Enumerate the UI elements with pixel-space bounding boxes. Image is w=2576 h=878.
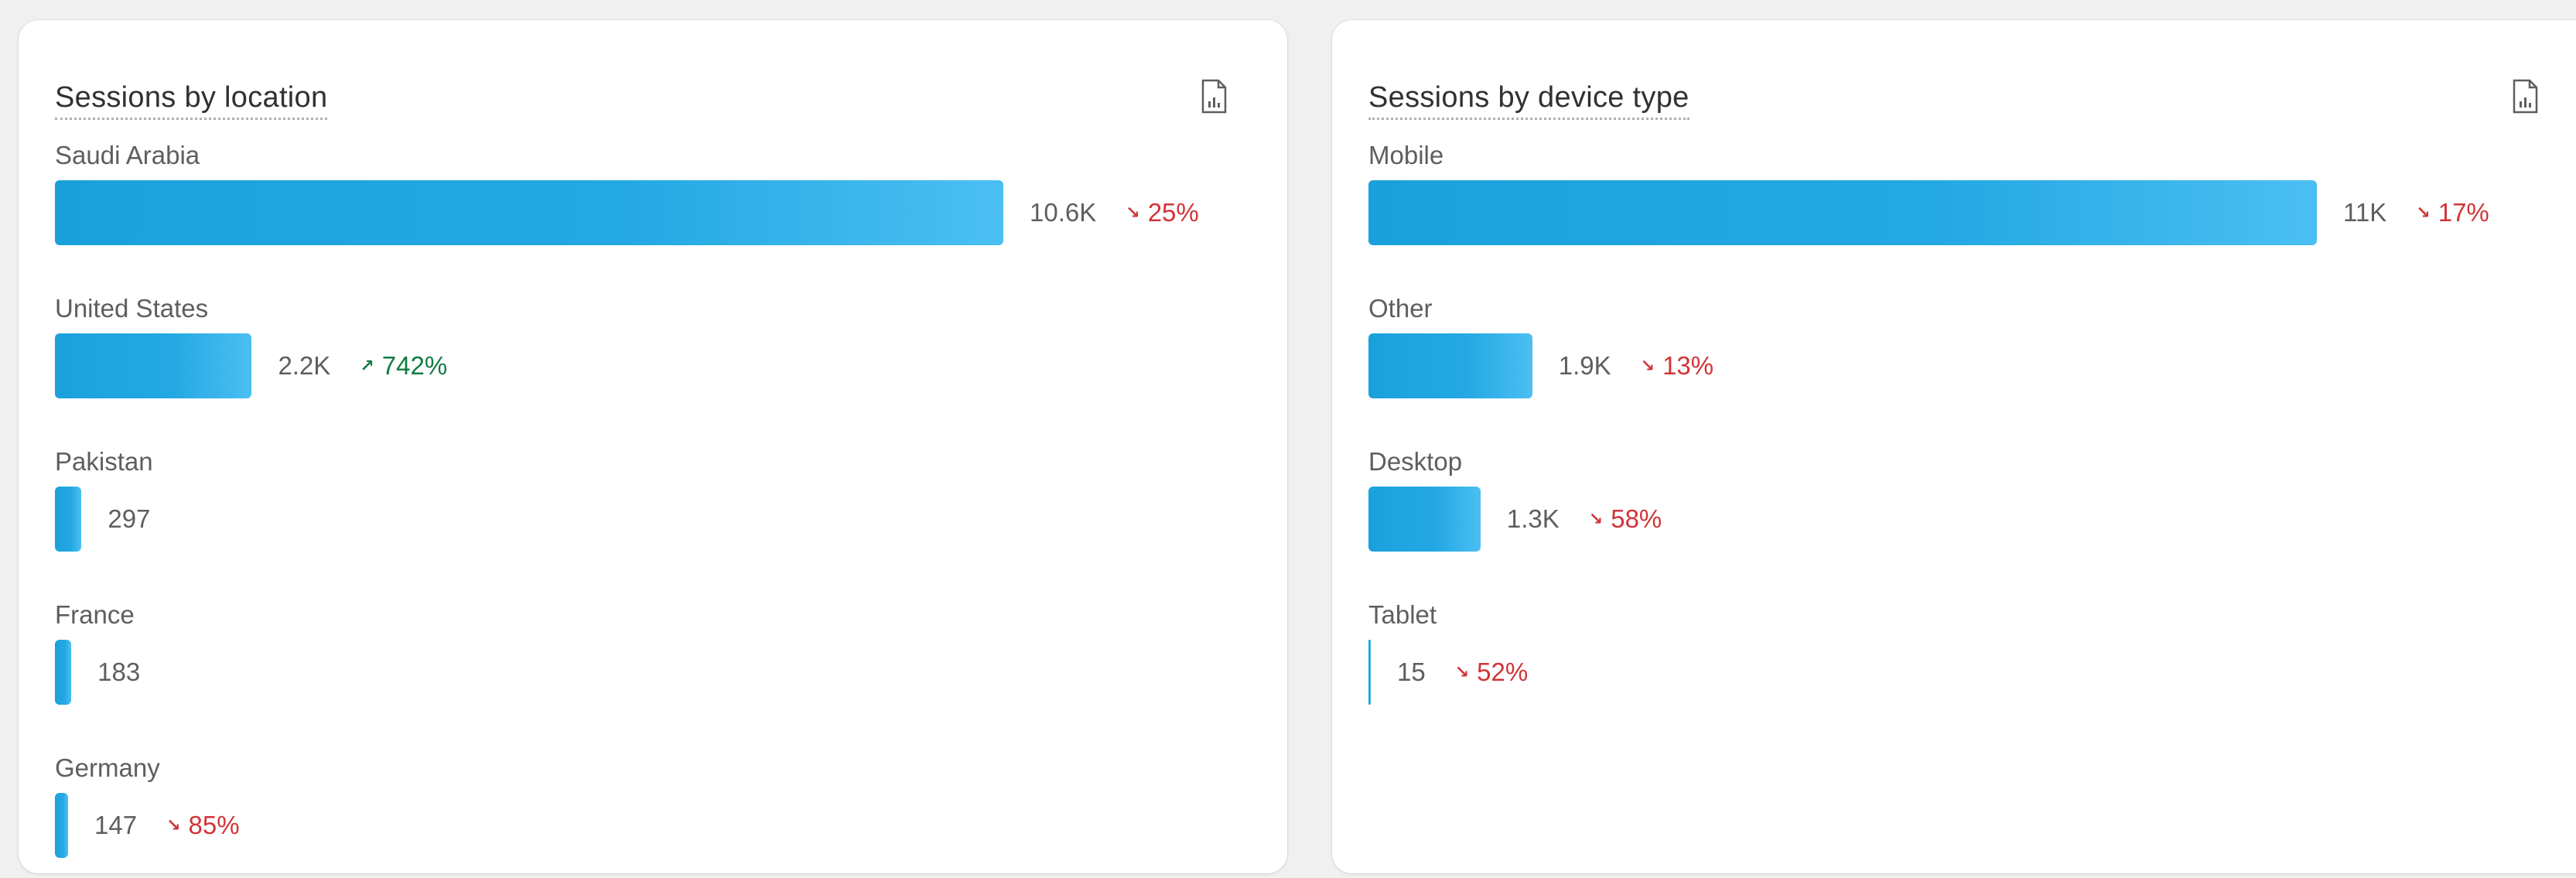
category-label: Tablet (1368, 600, 1437, 629)
bar-row[interactable]: Pakistan 297 (55, 446, 1287, 570)
change-value: 13% (1662, 351, 1714, 380)
bar[interactable] (55, 487, 82, 552)
bar-row[interactable]: Tablet 15 ↘ 52% (1368, 600, 2576, 723)
category-label: Mobile (1368, 141, 1444, 169)
value-label: 2.2K (278, 351, 331, 380)
category-label: Desktop (1368, 447, 1463, 476)
export-report-icon[interactable] (2511, 79, 2539, 114)
category-label: Germany (55, 753, 160, 782)
change-indicator: ↘ 13% (1641, 351, 1714, 381)
bar[interactable] (55, 333, 252, 398)
bar-row[interactable]: Saudi Arabia 10.6K ↘ 25% (55, 140, 1287, 264)
value-label: 15 (1397, 658, 1426, 686)
bar-meta: 1.3K ↘ 58% (1507, 487, 1662, 552)
change-indicator: ↗ 742% (360, 351, 447, 381)
bar-row[interactable]: Other 1.9K ↘ 13% (1368, 293, 2576, 417)
bar-row[interactable]: Germany 147 ↘ 85% (55, 753, 1287, 876)
bar-meta: 11K ↘ 17% (2343, 180, 2489, 245)
bar-meta: 15 ↘ 52% (1397, 640, 1528, 705)
arrow-down-right-icon: ↘ (1126, 203, 1140, 222)
change-value: 742% (381, 351, 448, 380)
sessions-by-location-card: Sessions by location Saudi Arabia 10.6K ↘ 2… (19, 20, 1287, 873)
change-value: 17% (2438, 198, 2489, 227)
card-title[interactable]: Sessions by device type (1368, 80, 1689, 120)
value-label: 1.3K (1506, 504, 1560, 533)
card-title[interactable]: Sessions by location (55, 80, 328, 120)
change-indicator: ↘ 85% (166, 811, 240, 840)
change-value: 58% (1611, 504, 1662, 533)
export-report-icon[interactable] (1200, 79, 1228, 114)
change-indicator: ↘ 17% (2416, 198, 2489, 227)
arrow-down-right-icon: ↘ (166, 815, 181, 835)
arrow-down-right-icon: ↘ (1588, 509, 1604, 528)
bar-meta: 1.9K ↘ 13% (1559, 333, 1713, 398)
bar-meta: 147 ↘ 85% (94, 793, 240, 858)
value-label: 183 (97, 658, 141, 686)
change-indicator: ↘ 25% (1126, 198, 1199, 227)
bar-row[interactable]: United States 2.2K ↗ 742% (55, 293, 1287, 417)
change-value: 85% (188, 811, 240, 839)
bar[interactable] (55, 793, 68, 858)
bar[interactable] (1368, 487, 1481, 552)
bar[interactable] (1368, 333, 1532, 398)
arrow-down-right-icon: ↘ (2416, 203, 2431, 222)
change-indicator: ↘ 52% (1455, 658, 1529, 687)
bar[interactable] (55, 180, 1003, 245)
change-value: 25% (1147, 198, 1199, 227)
bar-row[interactable]: France 183 (55, 600, 1287, 723)
bar-row[interactable]: Mobile 11K ↘ 17% (1368, 140, 2576, 264)
category-label: Pakistan (55, 447, 153, 476)
change-value: 52% (1477, 658, 1529, 686)
bar[interactable] (55, 640, 72, 705)
category-label: United States (55, 294, 209, 323)
bar-meta: 10.6K ↘ 25% (1030, 180, 1199, 245)
arrow-down-right-icon: ↘ (1640, 356, 1655, 375)
arrow-down-right-icon: ↘ (1454, 662, 1470, 682)
value-label: 1.9K (1558, 351, 1611, 380)
category-label: Other (1368, 294, 1433, 323)
category-label: France (55, 600, 135, 629)
category-label: Saudi Arabia (55, 141, 200, 169)
bar-meta: 183 (97, 640, 140, 705)
bar-row[interactable]: Desktop 1.3K ↘ 58% (1368, 446, 2576, 570)
change-indicator: ↘ 58% (1589, 504, 1662, 534)
sessions-by-device-card: Sessions by device type Mobile 11K ↘ 17% Oth… (1332, 20, 2576, 873)
value-label: 10.6K (1030, 198, 1097, 227)
value-label: 147 (94, 811, 138, 839)
bar[interactable] (1368, 640, 1371, 705)
value-label: 11K (2343, 198, 2387, 227)
bar[interactable] (1368, 180, 2317, 245)
bar-meta: 297 (108, 487, 150, 552)
arrow-up-right-icon: ↗ (360, 356, 374, 375)
value-label: 297 (108, 504, 151, 533)
bar-meta: 2.2K ↗ 742% (278, 333, 447, 398)
